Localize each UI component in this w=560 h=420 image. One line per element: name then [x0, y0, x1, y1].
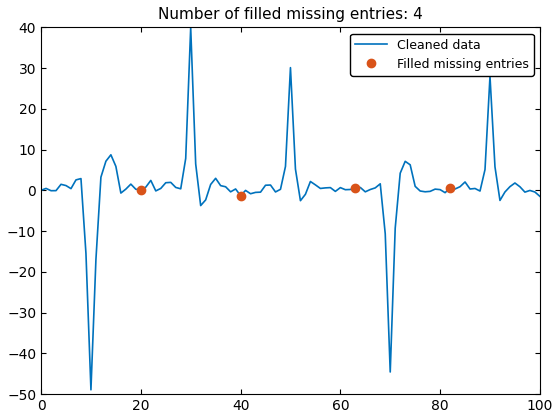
Cleaned data: [536, 194, 543, 199]
Line: Cleaned data: Cleaned data: [41, 28, 540, 390]
Cleaned data: [397, 171, 404, 176]
Cleaned data: [167, 180, 174, 185]
Filled missing entries: [137, 187, 144, 192]
Filled missing entries: [237, 193, 244, 198]
Title: Number of filled missing entries: 4: Number of filled missing entries: 4: [158, 7, 423, 22]
Filled missing entries: [447, 185, 454, 190]
Cleaned data: [73, 177, 80, 182]
Cleaned data: [188, 25, 194, 30]
Filled missing entries: [352, 185, 358, 190]
Legend: Cleaned data, Filled missing entries: Cleaned data, Filled missing entries: [351, 34, 534, 76]
Cleaned data: [422, 189, 428, 194]
Cleaned data: [347, 187, 354, 192]
Cleaned data: [87, 387, 94, 392]
Cleaned data: [277, 187, 284, 192]
Line: Filled missing entries: Filled missing entries: [137, 184, 454, 200]
Cleaned data: [38, 188, 44, 193]
